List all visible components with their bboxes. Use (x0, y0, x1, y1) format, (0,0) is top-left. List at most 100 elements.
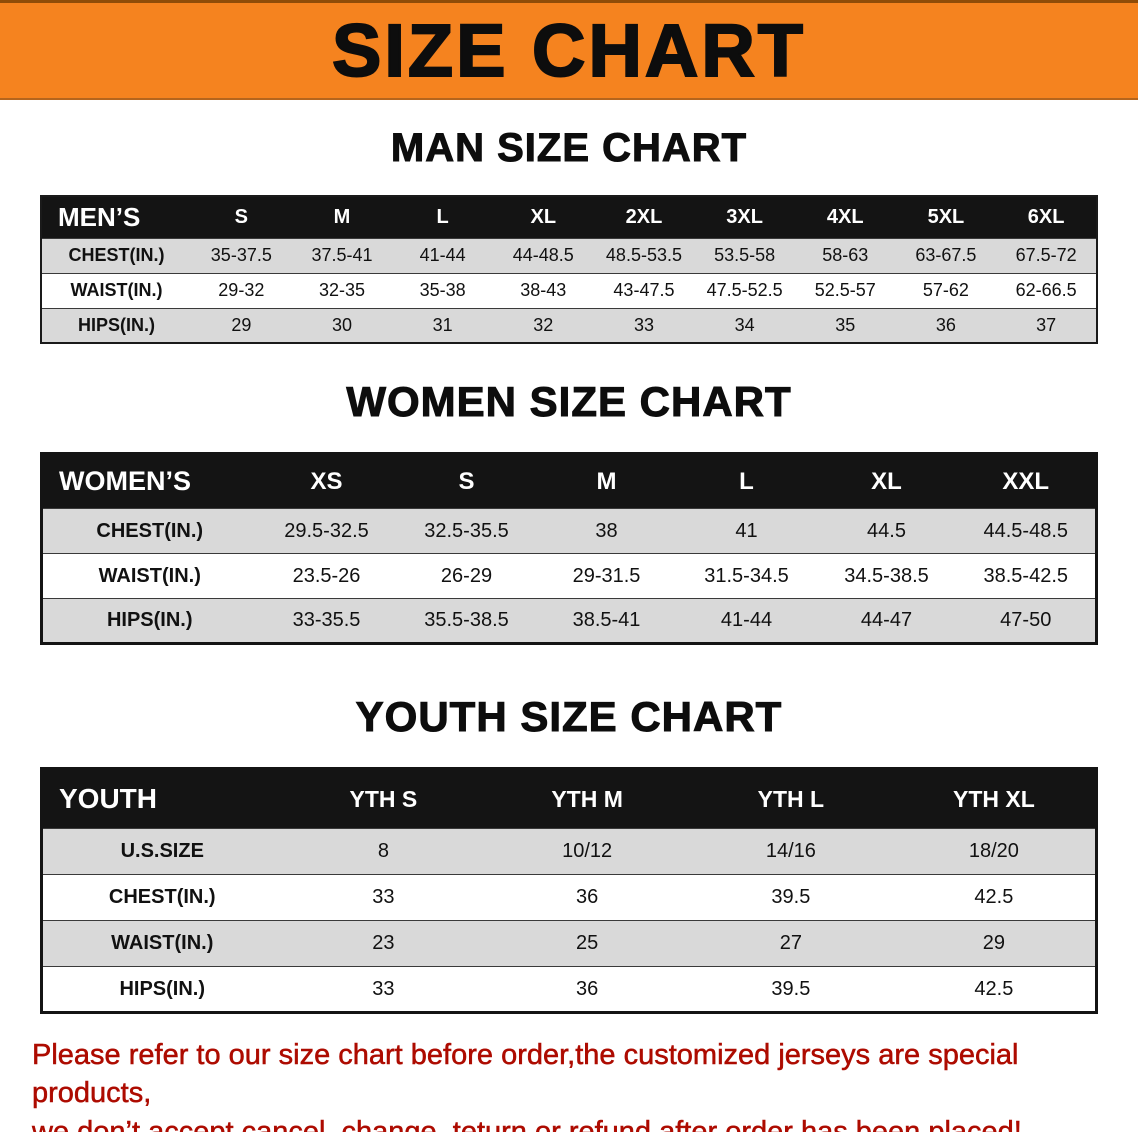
size-value: 26-29 (440, 564, 493, 587)
size-value: 48.5-53.5 (605, 245, 682, 265)
size-value: 47.5-52.5 (706, 280, 783, 300)
youth-size-table: YOUTH YTH S YTH M YTH L YTH XL U.S.SIZE 8 10/12… (40, 767, 1098, 1014)
man-size-chart-section: MAN SIZE CHART MEN’S S M L XL 2XL 3XL 4XL 5XL 6XL… (0, 126, 1138, 344)
size-value: 14/16 (765, 840, 816, 862)
table-row: U.S.SIZE 8 10/12 14/16 18/20 (41, 828, 1097, 875)
size-column-header: S (396, 453, 537, 509)
size-value: 67.5-72 (1015, 245, 1077, 265)
size-column-header: 2XL (593, 196, 695, 238)
row-label: CHEST(IN.) (96, 519, 204, 542)
table-row: CHEST(IN.) 35-37.5 37.5-41 41-44 44-48.5 48.5… (41, 238, 1097, 273)
size-column-header: M (291, 196, 393, 238)
size-value: 36 (576, 977, 599, 1000)
table-row: WAIST(IN.) 23.5-26 26-29 29-31.5 31.5-34.5 34… (41, 553, 1097, 599)
size-column-header: YTH S (281, 768, 486, 829)
table-row: CHEST(IN.) 33 36 39.5 42.5 (41, 874, 1097, 921)
size-value: 35.5-38.5 (424, 609, 509, 631)
row-label: WAIST(IN.) (70, 280, 163, 300)
size-column-header: 3XL (694, 196, 795, 238)
man-size-chart-heading: MAN SIZE CHART (390, 126, 748, 171)
size-value: 44-48.5 (512, 245, 574, 265)
size-value: 37.5-41 (311, 245, 373, 265)
size-value: 33-35.5 (292, 609, 361, 631)
size-column-header: XXL (956, 453, 1097, 509)
size-value: 42.5 (974, 886, 1014, 908)
row-label: CHEST(IN.) (108, 886, 216, 908)
table-header-row: WOMEN’S XS S M L XL XXL (41, 453, 1097, 509)
size-value: 35-38 (419, 280, 466, 300)
size-value: 29-31.5 (572, 564, 641, 587)
size-value: 42.5 (974, 977, 1014, 1000)
table-row: WAIST(IN.) 29-32 32-35 35-38 38-43 43-47.5 47.… (41, 273, 1097, 308)
size-value: 27 (779, 932, 802, 954)
size-value: 29 (231, 314, 252, 335)
size-value: 38-43 (520, 280, 567, 300)
row-label: U.S.SIZE (120, 840, 204, 862)
row-label: HIPS(IN.) (106, 609, 193, 631)
mens-size-table: MEN’S S M L XL 2XL 3XL 4XL 5XL 6XL CHEST(IN.) 35-37… (40, 195, 1098, 344)
size-value: 32-35 (318, 280, 365, 300)
table-corner-label: MEN’S (41, 196, 191, 238)
footer-note-line-2: we don’t accept cancel, change, teturn o… (32, 1115, 1022, 1132)
size-value: 29.5-32.5 (284, 519, 369, 542)
table-row: HIPS(IN.) 29 30 31 32 33 34 35 36 37 (41, 308, 1097, 343)
row-label: HIPS(IN.) (77, 314, 155, 335)
size-value: 36 (576, 886, 599, 908)
size-value: 34.5-38.5 (844, 564, 929, 587)
size-value: 39.5 (771, 886, 811, 908)
footer-note-line-1: Please refer to our size chart before or… (32, 1039, 1019, 1110)
size-value: 31.5-34.5 (704, 564, 789, 587)
size-value: 30 (331, 314, 352, 335)
size-value: 8 (377, 840, 389, 862)
footer-note: Please refer to our size chart before or… (32, 1036, 1118, 1132)
row-label: WAIST(IN.) (98, 564, 201, 587)
table-row: CHEST(IN.) 29.5-32.5 32.5-35.5 38 41 44.5 44.5… (41, 508, 1097, 554)
size-value: 23 (372, 932, 395, 954)
size-value: 10/12 (562, 840, 613, 862)
table-corner-label: YOUTH (41, 768, 282, 829)
size-value: 58-63 (822, 245, 869, 265)
row-label: CHEST(IN.) (68, 245, 165, 265)
size-value: 18/20 (968, 840, 1019, 862)
size-value: 29-32 (218, 280, 265, 300)
size-column-header: YTH M (485, 768, 689, 829)
size-value: 31 (432, 314, 453, 335)
women-size-chart-heading: WOMEN SIZE CHART (346, 378, 792, 426)
table-header-row: MEN’S S M L XL 2XL 3XL 4XL 5XL 6XL (41, 196, 1097, 238)
size-column-header: YTH L (689, 768, 893, 829)
size-column-header: M (536, 453, 677, 509)
size-column-header: YTH XL (892, 768, 1097, 829)
size-value: 47-50 (1000, 609, 1052, 631)
size-value: 36 (935, 314, 956, 335)
size-value: 23.5-26 (292, 564, 361, 587)
row-label: WAIST(IN.) (111, 932, 214, 954)
size-column-header: XS (256, 453, 397, 509)
table-header-row: YOUTH YTH S YTH M YTH L YTH XL (41, 768, 1097, 829)
youth-size-chart-heading: YOUTH SIZE CHART (355, 693, 783, 741)
size-value: 25 (576, 932, 599, 954)
table-row: HIPS(IN.) 33 36 39.5 42.5 (41, 966, 1097, 1013)
size-column-header: XL (816, 453, 957, 509)
banner: SIZE CHART (0, 0, 1138, 100)
womens-size-table: WOMEN’S XS S M L XL XXL CHEST(IN.) 29.5-32.5 32.5… (40, 452, 1098, 645)
table-row: WAIST(IN.) 23 25 27 29 (41, 920, 1097, 967)
size-value: 52.5-57 (814, 280, 876, 300)
women-size-chart-section: WOMEN SIZE CHART WOMEN’S XS S M L XL XXL CHEST(… (0, 378, 1138, 645)
size-value: 44-47 (860, 609, 913, 631)
youth-size-chart-section: YOUTH SIZE CHART YOUTH YTH S YTH M YTH L YTH… (0, 693, 1138, 1014)
size-value: 38.5-42.5 (983, 564, 1068, 587)
size-value: 63-67.5 (915, 245, 977, 265)
size-value: 43-47.5 (613, 280, 675, 300)
size-column-header: L (676, 453, 817, 509)
size-value: 41 (735, 519, 758, 542)
size-column-header: 6XL (996, 196, 1097, 238)
size-value: 33 (372, 886, 395, 908)
size-value: 29 (982, 932, 1005, 954)
size-value: 53.5-58 (714, 245, 776, 265)
size-value: 44.5 (867, 519, 906, 542)
size-value: 32.5-35.5 (424, 519, 509, 542)
size-column-header: L (392, 196, 493, 238)
size-value: 34 (734, 314, 755, 335)
size-value: 44.5-48.5 (983, 519, 1068, 542)
